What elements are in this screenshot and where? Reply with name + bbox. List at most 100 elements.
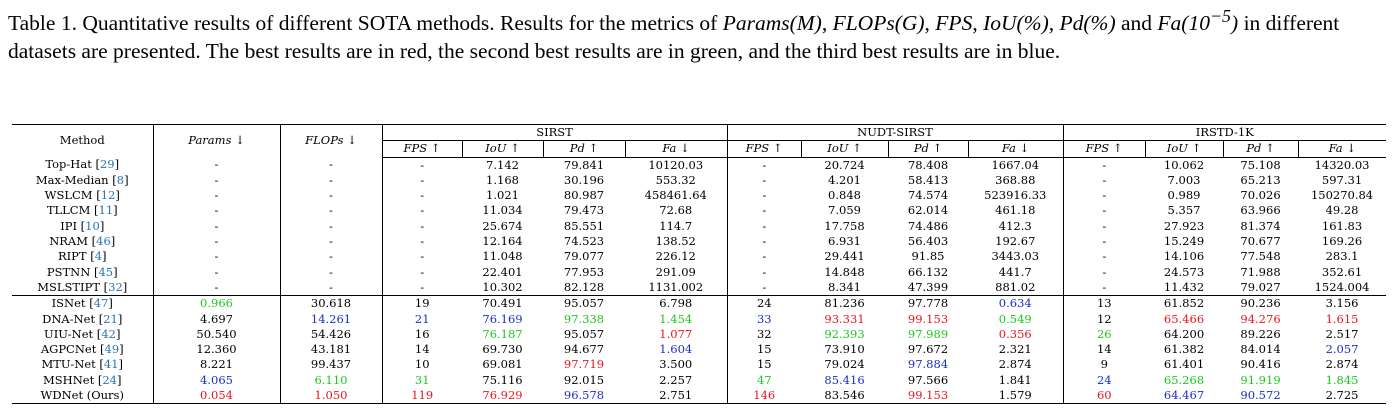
table-cell: 2.751 [625, 388, 728, 405]
table-cell: 21 [381, 311, 462, 327]
table-cell: 96.578 [543, 388, 625, 405]
table-cell: 60 [1062, 388, 1146, 405]
table-cell: - [381, 157, 462, 173]
table-cell: 30.618 [279, 295, 382, 312]
table-cell: 441.7 [998, 264, 1032, 279]
table-row: DNA-Net [21] 4.697 14.261 21 76.169 97.338 1.4… [12, 311, 1386, 327]
table-cell: 76.187 [482, 326, 523, 341]
citation-link[interactable]: 29 [99, 157, 115, 172]
table-cell: 49.28 [1325, 203, 1359, 218]
table-cell: 553.32 [655, 172, 696, 187]
table-row: MSHNet [24] 4.065 6.110 31 75.116 92.015 2.257… [12, 372, 1386, 389]
table-cell: 84.014 [1240, 342, 1281, 357]
caption-label: Table 1. [8, 11, 77, 36]
citation-link[interactable]: 4 [94, 249, 103, 264]
table-cell: 15.249 [1163, 234, 1205, 249]
caption-metric-pd: Pd(%) [1059, 11, 1116, 36]
table-cell: - [381, 203, 462, 219]
table-cell: - [726, 264, 802, 280]
table-cell: 79.077 [563, 249, 605, 264]
table-cell: 97.719 [563, 357, 605, 372]
table-cell: 10.062 [1163, 157, 1205, 172]
table-cell: 11.048 [482, 249, 523, 264]
caption-metric-fps: FPS [935, 11, 973, 36]
table-cell: 226.12 [655, 249, 696, 264]
table-cell: 119 [381, 388, 462, 405]
table-cell: - [152, 218, 280, 235]
header-flops: FLOPs ↓ [279, 124, 382, 158]
citation-link[interactable]: 12 [100, 188, 116, 203]
table-cell: - [726, 218, 802, 235]
table-cell: 5.357 [1167, 203, 1201, 218]
table-caption: Table 1. Quantitative results of differe… [8, 6, 1340, 64]
method-label: UIU-Net [44, 326, 94, 341]
table-cell: 85.551 [563, 218, 605, 233]
header-fps: FPS ↑ [726, 140, 802, 158]
citation-link[interactable]: 46 [96, 234, 111, 249]
method-name: AGPCNet [49] [40, 342, 124, 357]
citation-link[interactable]: 49 [104, 342, 120, 357]
table-cell: 99.153 [907, 311, 949, 326]
method-name: WSLCM [12] [44, 188, 120, 203]
table-cell: 66.132 [907, 264, 949, 279]
table-cell: 20.724 [824, 157, 865, 172]
table-cell: 16 [381, 326, 462, 343]
table-cell: 54.426 [279, 326, 382, 343]
header-dataset-irstd-1k: IRSTD-1K [1062, 123, 1387, 142]
header-params: Params ↓ [152, 124, 280, 158]
table-cell: - [279, 172, 382, 189]
table-cell: - [381, 218, 462, 235]
table-cell: 58.413 [907, 172, 949, 187]
table-cell: - [152, 203, 280, 219]
table-cell: 881.02 [995, 279, 1036, 294]
method-name: NRAM [46] [49, 234, 116, 249]
table-cell: 99.153 [888, 388, 969, 405]
table-cell: 97.989 [907, 326, 949, 341]
table-cell: 10.302 [482, 279, 523, 294]
citation-link[interactable]: 42 [101, 326, 116, 341]
table-cell: 30.196 [563, 172, 605, 187]
table-cell: 114.7 [659, 218, 693, 233]
table-cell: 1.077 [659, 326, 693, 341]
table-cell: 82.128 [563, 279, 605, 294]
table-cell: - [1062, 218, 1146, 235]
table-cell: 412.3 [998, 218, 1032, 233]
header-dataset-nudt-sirst: NUDT-SIRST [726, 123, 1064, 142]
citation-link[interactable]: 21 [103, 311, 118, 326]
table-cell: 150270.84 [1310, 188, 1374, 203]
table-cell: 76.929 [462, 388, 543, 405]
citation-link[interactable]: 10 [85, 218, 100, 233]
table-cell: 91.85 [911, 249, 945, 264]
citation-link[interactable]: 41 [103, 357, 119, 372]
table-cell: - [152, 157, 280, 173]
table-cell: 597.31 [1321, 172, 1363, 187]
table-cell: - [381, 234, 462, 250]
table-cell: 1.604 [659, 342, 693, 357]
method-label: MSLSTIPT [37, 279, 100, 294]
citation-link[interactable]: 11 [98, 203, 114, 218]
table-cell: 85.416 [824, 372, 865, 387]
citation-link[interactable]: 32 [108, 279, 123, 294]
method-name: TLLCM [11] [46, 203, 118, 218]
header-iou: IoU ↑ [800, 140, 889, 158]
header-pd: Pd ↑ [887, 140, 969, 158]
table-cell: 69.081 [482, 357, 523, 372]
citation-link[interactable]: 24 [102, 372, 117, 387]
table-cell: 83.546 [801, 388, 889, 405]
citation-link[interactable]: 45 [98, 264, 114, 279]
table-cell: 0.966 [152, 295, 280, 312]
table-cell: 65.213 [1240, 172, 1281, 187]
table-cell: - [279, 264, 382, 280]
citation-link[interactable]: 8 [116, 172, 125, 187]
table-cell: 0.848 [828, 188, 861, 203]
table-cell: - [152, 279, 280, 296]
table-cell: 79.473 [563, 203, 605, 218]
header-dataset-sirst: SIRST [381, 123, 728, 142]
table-cell: 77.953 [563, 264, 605, 279]
table-cell: - [726, 157, 802, 173]
table-cell: 3.156 [1298, 295, 1387, 312]
citation-link[interactable]: 47 [93, 296, 109, 311]
table-cell: 4.201 [828, 172, 861, 187]
table-cell: 47.399 [907, 279, 949, 294]
table-cell: 65.466 [1163, 311, 1205, 326]
